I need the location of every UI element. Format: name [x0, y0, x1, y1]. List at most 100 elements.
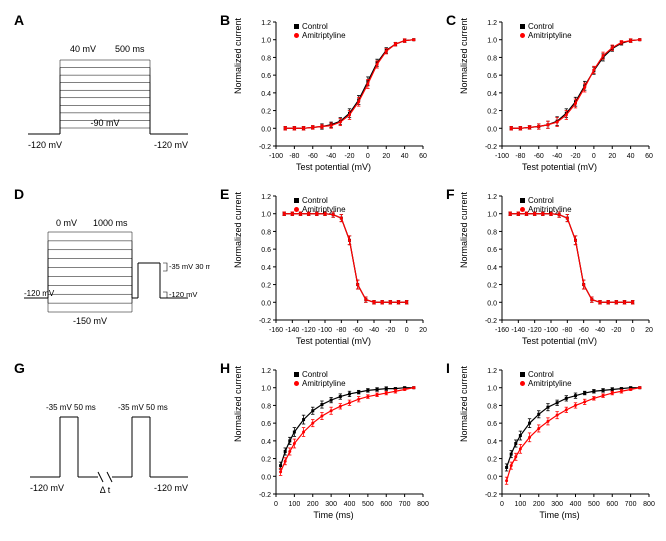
panel-F-label: F — [446, 186, 455, 202]
svg-text:0.4: 0.4 — [261, 91, 271, 98]
panel-I-label: I — [446, 360, 450, 376]
chart-B-container: -100-80-60-40-200204060-0.20.00.20.40.60… — [236, 14, 431, 174]
svg-text:60: 60 — [419, 153, 427, 160]
chart-B-legend: Control Amitriptyline — [294, 22, 346, 40]
panel-A-label: A — [14, 12, 24, 28]
svg-text:60: 60 — [645, 153, 653, 160]
svg-text:0.2: 0.2 — [261, 109, 271, 116]
svg-text:-0.2: -0.2 — [259, 492, 271, 499]
panel-G: G -35 mV 50 ms-35 mV 50 ms-120 mV-120 mV… — [10, 358, 210, 528]
chart-F-legend: Control Amitriptyline — [520, 196, 572, 214]
svg-text:100: 100 — [515, 501, 527, 508]
svg-text:-80: -80 — [562, 327, 572, 334]
svg-text:20: 20 — [608, 153, 616, 160]
svg-text:0.0: 0.0 — [261, 126, 271, 133]
svg-text:-120 mV: -120 mV — [28, 140, 62, 150]
panel-H: H 0100200300400500600700800-0.20.00.20.4… — [216, 358, 436, 528]
panel-D: D 0 mV1000 ms-35 mV 30 ms-120 mV-120 mV-… — [10, 184, 210, 354]
svg-text:-20: -20 — [344, 153, 354, 160]
svg-text:-20: -20 — [385, 327, 395, 334]
svg-text:0.0: 0.0 — [487, 126, 497, 133]
svg-text:1.2: 1.2 — [261, 194, 271, 201]
svg-text:300: 300 — [325, 501, 337, 508]
svg-text:-120: -120 — [528, 327, 542, 334]
svg-text:-120: -120 — [302, 327, 316, 334]
svg-text:-140: -140 — [285, 327, 299, 334]
chart-I-legend: Control Amitriptyline — [520, 370, 572, 388]
svg-text:-80: -80 — [515, 153, 525, 160]
svg-text:0.6: 0.6 — [261, 421, 271, 428]
svg-text:-0.2: -0.2 — [485, 492, 497, 499]
panel-A: A 40 mV500 ms-90 mV-120 mV-120 mV — [10, 10, 210, 180]
svg-text:300: 300 — [551, 501, 563, 508]
svg-text:-120 mV: -120 mV — [24, 289, 55, 298]
svg-text:40: 40 — [401, 153, 409, 160]
svg-text:800: 800 — [643, 501, 655, 508]
svg-text:0.6: 0.6 — [261, 247, 271, 254]
svg-text:0: 0 — [405, 327, 409, 334]
svg-text:0.2: 0.2 — [261, 457, 271, 464]
svg-text:1.2: 1.2 — [261, 20, 271, 27]
svg-text:-120 mV: -120 mV — [154, 140, 188, 150]
svg-text:1.0: 1.0 — [487, 212, 497, 219]
svg-text:0.0: 0.0 — [261, 300, 271, 307]
panel-B-label: B — [220, 12, 230, 28]
svg-text:-120 mV: -120 mV — [154, 483, 188, 493]
svg-text:40: 40 — [627, 153, 635, 160]
svg-text:-35 mV 50 ms: -35 mV 50 ms — [46, 403, 96, 412]
svg-text:0.2: 0.2 — [487, 457, 497, 464]
svg-text:-20: -20 — [570, 153, 580, 160]
svg-text:-40: -40 — [326, 153, 336, 160]
panel-G-label: G — [14, 360, 25, 376]
svg-text:1.2: 1.2 — [487, 20, 497, 27]
panel-I: I 0100200300400500600700800-0.20.00.20.4… — [442, 358, 662, 528]
svg-text:600: 600 — [380, 501, 392, 508]
svg-text:0.2: 0.2 — [487, 283, 497, 290]
svg-text:-80: -80 — [289, 153, 299, 160]
legend-control: Control — [302, 22, 328, 31]
svg-text:100: 100 — [289, 501, 301, 508]
svg-text:0.8: 0.8 — [261, 403, 271, 410]
svg-text:0: 0 — [631, 327, 635, 334]
svg-text:700: 700 — [625, 501, 637, 508]
svg-text:1.2: 1.2 — [261, 368, 271, 375]
svg-text:0: 0 — [592, 153, 596, 160]
svg-text:0.8: 0.8 — [487, 229, 497, 236]
svg-text:0.6: 0.6 — [487, 421, 497, 428]
chart-C-legend: Control Amitriptyline — [520, 22, 572, 40]
svg-text:0.4: 0.4 — [261, 439, 271, 446]
svg-text:-140: -140 — [511, 327, 525, 334]
svg-text:500 ms: 500 ms — [115, 44, 145, 54]
svg-text:20: 20 — [419, 327, 427, 334]
svg-text:-60: -60 — [579, 327, 589, 334]
svg-text:0.8: 0.8 — [261, 55, 271, 62]
svg-text:800: 800 — [417, 501, 429, 508]
svg-text:20: 20 — [382, 153, 390, 160]
svg-text:0.0: 0.0 — [487, 300, 497, 307]
svg-text:-40: -40 — [369, 327, 379, 334]
panel-C-label: C — [446, 12, 456, 28]
svg-text:-150 mV: -150 mV — [73, 316, 107, 326]
svg-text:1.2: 1.2 — [487, 194, 497, 201]
svg-text:0.4: 0.4 — [487, 439, 497, 446]
svg-text:-160: -160 — [495, 327, 509, 334]
svg-text:1.0: 1.0 — [261, 38, 271, 45]
svg-text:-0.2: -0.2 — [485, 318, 497, 325]
svg-text:-100: -100 — [495, 153, 509, 160]
svg-text:0: 0 — [366, 153, 370, 160]
svg-text:40 mV: 40 mV — [70, 44, 96, 54]
chart-H-container: 0100200300400500600700800-0.20.00.20.40.… — [236, 362, 431, 522]
chart-C-container: -100-80-60-40-200204060-0.20.00.20.40.60… — [462, 14, 657, 174]
svg-text:-100: -100 — [269, 153, 283, 160]
svg-text:1.0: 1.0 — [261, 212, 271, 219]
svg-text:-40: -40 — [595, 327, 605, 334]
svg-text:0.8: 0.8 — [487, 55, 497, 62]
svg-text:0: 0 — [274, 501, 278, 508]
svg-text:1.0: 1.0 — [487, 386, 497, 393]
svg-text:600: 600 — [606, 501, 618, 508]
svg-text:-35 mV 50 ms: -35 mV 50 ms — [118, 403, 168, 412]
svg-text:-35 mV 30 ms: -35 mV 30 ms — [169, 262, 210, 271]
svg-text:1000 ms: 1000 ms — [93, 218, 128, 228]
svg-text:0.0: 0.0 — [261, 474, 271, 481]
svg-text:0.6: 0.6 — [487, 247, 497, 254]
